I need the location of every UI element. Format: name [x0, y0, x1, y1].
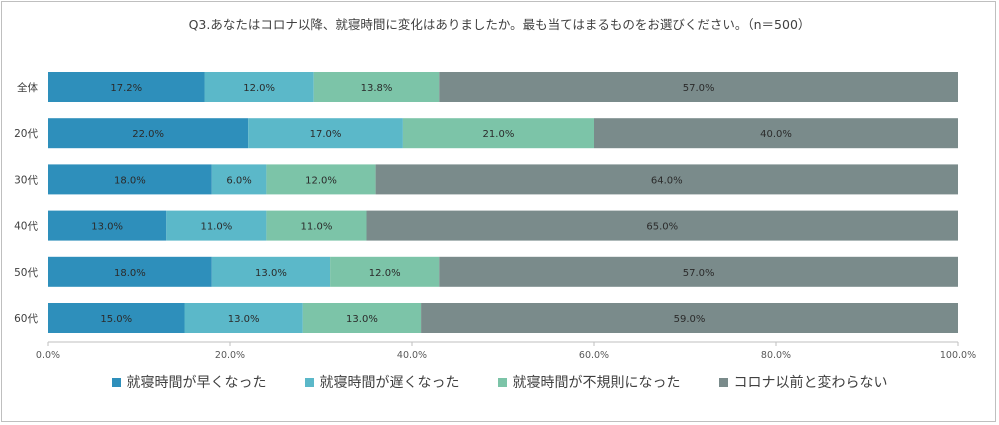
- bar-segment: [313, 72, 440, 102]
- legend-swatch: [718, 377, 728, 387]
- bar-segment: [421, 303, 959, 333]
- data-label: 18.0%: [114, 268, 146, 279]
- bar-segment: [48, 72, 205, 102]
- x-tick-label: 100.0%: [940, 350, 976, 361]
- category-label: 全体: [17, 81, 38, 94]
- bar-segment: [330, 256, 440, 287]
- chart-title: Q3.あなたはコロナ以降、就寝時間に変化はありましたか。最も当てはまるものをお選…: [188, 17, 811, 32]
- bar-segment: [48, 118, 249, 149]
- bar-segment: [48, 164, 212, 195]
- data-label: 12.0%: [305, 175, 337, 186]
- data-label: 15.0%: [100, 314, 132, 325]
- legend-label: 就寝時間が不規則になった: [512, 375, 681, 391]
- bar-segment: [266, 210, 367, 241]
- data-label: 11.0%: [301, 222, 333, 233]
- bar-segment: [48, 256, 212, 287]
- data-label: 13.0%: [255, 268, 287, 279]
- data-label: 40.0%: [760, 129, 792, 140]
- category-label: 20代: [14, 128, 38, 140]
- legend-item: 就寝時間が不規則になった: [497, 372, 681, 392]
- bar-segment: [402, 118, 594, 149]
- category-label: 40代: [14, 221, 38, 233]
- legend-label: 就寝時間が遅くなった: [319, 375, 460, 391]
- data-label: 57.0%: [683, 83, 715, 94]
- legend-label: 就寝時間が早くなった: [126, 375, 267, 391]
- data-label: 18.0%: [114, 175, 146, 186]
- bar-segment: [439, 72, 958, 102]
- bar-segment: [204, 72, 314, 102]
- data-label: 13.8%: [361, 83, 393, 94]
- data-label: 13.0%: [91, 222, 123, 233]
- bar-segment: [375, 164, 959, 195]
- x-tick-label: 20.0%: [215, 350, 245, 361]
- legend-swatch: [304, 377, 314, 387]
- chart-legend: 就寝時間が早くなった 就寝時間が遅くなった 就寝時間が不規則になった コロナ以前と変わ…: [0, 372, 999, 392]
- data-label: 22.0%: [132, 129, 164, 140]
- legend-swatch: [497, 377, 507, 387]
- data-label: 12.0%: [243, 83, 275, 94]
- bar-segment: [48, 303, 185, 333]
- data-label: 21.0%: [483, 129, 515, 140]
- legend-label: コロナ以前と変わらない: [733, 375, 888, 391]
- data-label: 65.0%: [646, 222, 678, 233]
- bar-segment: [211, 164, 267, 195]
- x-tick-label: 60.0%: [579, 350, 609, 361]
- bar-segment: [366, 210, 958, 241]
- data-label: 17.2%: [110, 83, 142, 94]
- data-label: 17.0%: [310, 129, 342, 140]
- data-label: 57.0%: [683, 268, 715, 279]
- legend-item: 就寝時間が遅くなった: [304, 372, 460, 392]
- legend-item: コロナ以前と変わらない: [718, 372, 888, 392]
- bar-segment: [48, 210, 167, 241]
- data-label: 11.0%: [200, 222, 232, 233]
- data-label: 6.0%: [226, 175, 251, 186]
- bar-segment: [594, 118, 958, 149]
- bar-segment: [248, 118, 403, 149]
- bar-segment: [439, 256, 958, 287]
- data-label: 13.0%: [346, 314, 378, 325]
- x-tick-label: 40.0%: [397, 350, 427, 361]
- x-tick-label: 80.0%: [761, 350, 791, 361]
- bar-segment: [266, 164, 376, 195]
- bar-segment: [211, 256, 331, 287]
- data-label: 12.0%: [369, 268, 401, 279]
- category-label: 30代: [14, 174, 38, 186]
- data-label: 64.0%: [651, 175, 683, 186]
- x-tick-label: 0.0%: [36, 350, 60, 361]
- bar-segment: [184, 303, 303, 333]
- category-label: 60代: [14, 313, 38, 325]
- category-label: 50代: [14, 267, 38, 279]
- legend-item: 就寝時間が早くなった: [111, 372, 267, 392]
- bar-segment: [302, 303, 422, 333]
- data-label: 13.0%: [228, 314, 260, 325]
- data-label: 59.0%: [674, 314, 706, 325]
- bar-segment: [166, 210, 267, 241]
- legend-swatch: [111, 377, 121, 387]
